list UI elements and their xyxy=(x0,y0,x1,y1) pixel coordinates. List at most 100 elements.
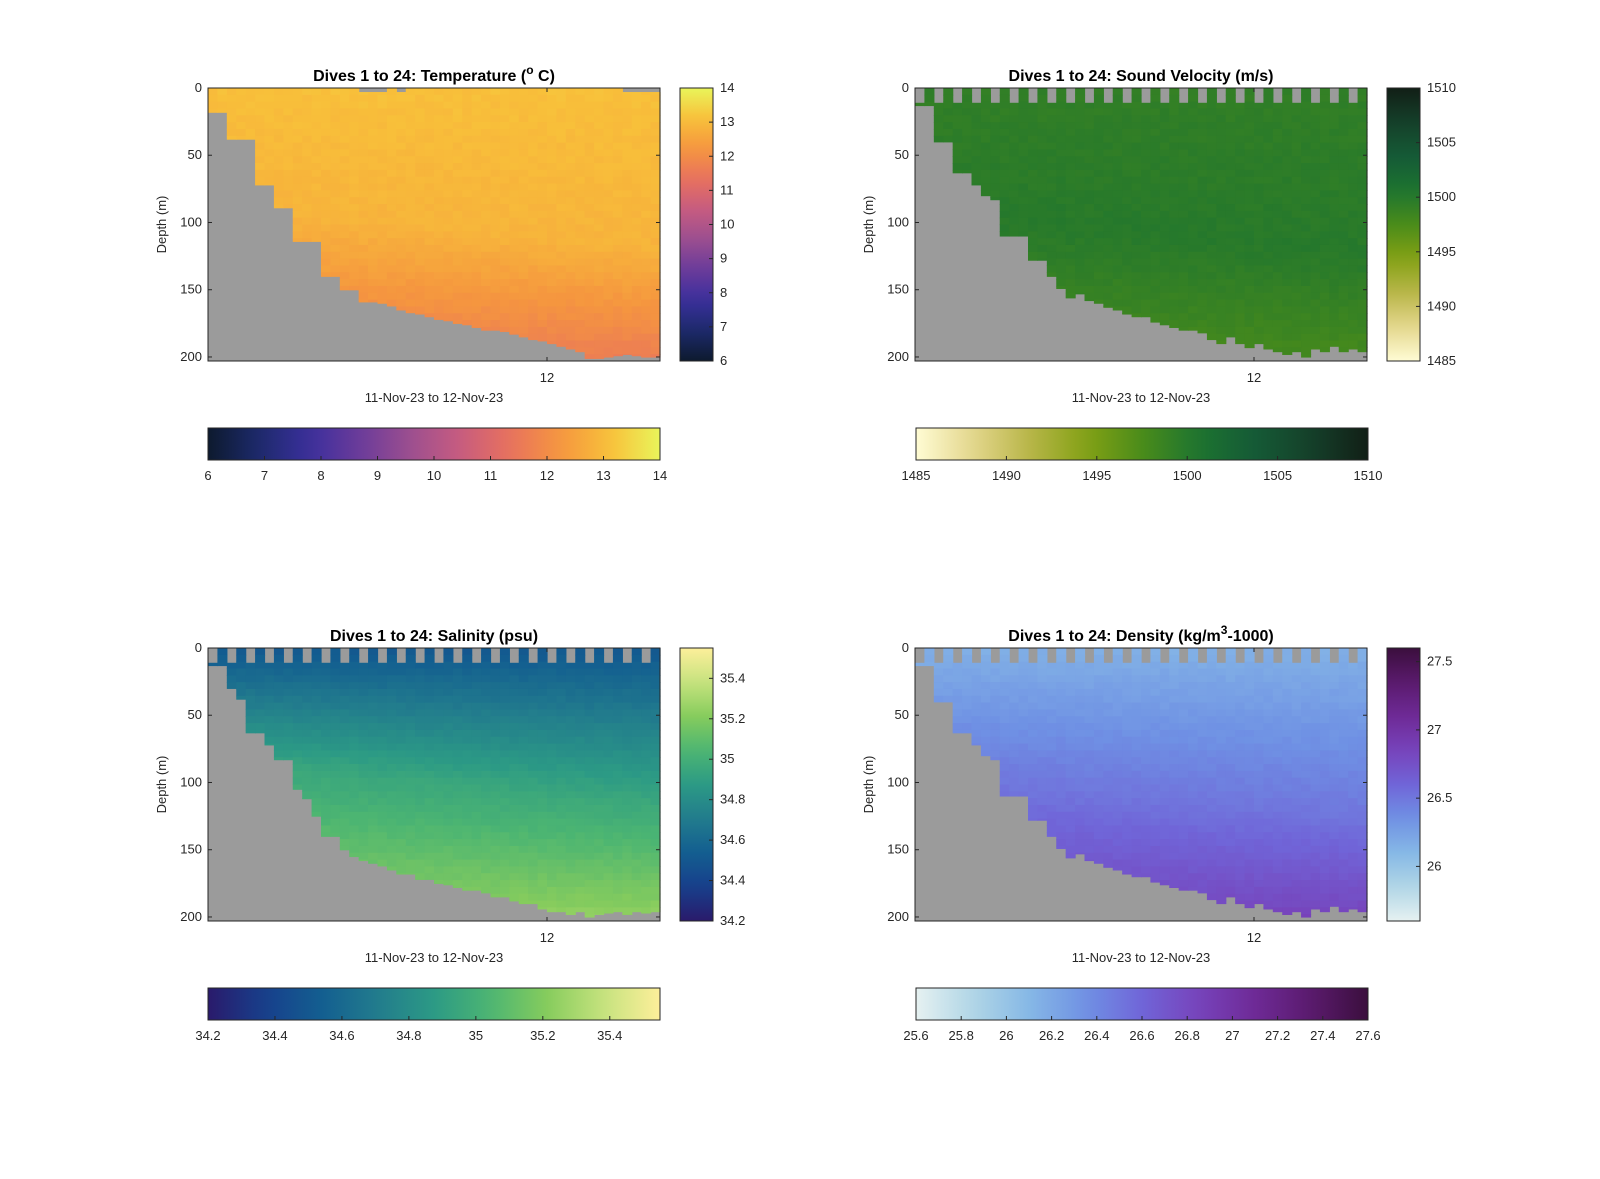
data-cell xyxy=(622,92,633,96)
data-cell xyxy=(1056,716,1067,724)
data-cell xyxy=(434,285,445,294)
data-cell xyxy=(962,149,973,157)
data-cell xyxy=(594,142,605,151)
data-cell xyxy=(622,886,633,895)
data-cell xyxy=(368,163,379,171)
data-cell xyxy=(612,702,623,711)
data-cell xyxy=(556,736,567,745)
data-cell xyxy=(612,784,623,792)
data-cell xyxy=(499,272,510,280)
data-cell xyxy=(481,149,492,157)
data-cell xyxy=(1282,299,1293,307)
data-cell xyxy=(1216,149,1227,157)
data-cell xyxy=(990,702,1001,711)
data-cell xyxy=(612,757,623,765)
y-tick-label: 100 xyxy=(180,214,202,229)
data-cell xyxy=(245,128,256,137)
data-cell xyxy=(962,702,973,711)
data-cell xyxy=(990,190,1001,198)
data-cell xyxy=(1329,163,1340,171)
data-cell xyxy=(603,122,614,130)
data-cell xyxy=(575,320,586,328)
data-cell xyxy=(1319,197,1330,205)
data-cell xyxy=(1103,128,1114,137)
data-cell xyxy=(358,662,369,670)
data-cell xyxy=(962,88,973,96)
data-cell xyxy=(1075,197,1086,205)
data-cell xyxy=(462,115,473,123)
data-cell xyxy=(1028,668,1039,676)
data-cell xyxy=(603,839,614,847)
data-cell xyxy=(1056,688,1067,697)
data-cell xyxy=(1235,210,1246,219)
data-cell xyxy=(302,101,313,110)
data-cell xyxy=(311,135,322,144)
data-cell xyxy=(575,798,586,806)
data-cell xyxy=(1263,94,1274,103)
data-cell xyxy=(443,135,454,144)
data-cell xyxy=(1188,108,1199,116)
data-cell xyxy=(1075,210,1086,219)
data-cell xyxy=(565,210,576,219)
data-cell xyxy=(518,333,529,338)
data-cell xyxy=(1103,285,1114,294)
data-cell xyxy=(471,244,482,253)
data-cell xyxy=(1037,668,1048,676)
data-cell xyxy=(405,149,416,157)
data-cell xyxy=(415,723,426,731)
data-cell xyxy=(1291,326,1302,335)
data-cell xyxy=(1075,648,1086,656)
data-cell xyxy=(1301,340,1312,348)
data-cell xyxy=(509,238,520,246)
data-cell xyxy=(1206,101,1217,110)
data-cell xyxy=(1178,135,1189,144)
data-cell xyxy=(443,811,454,820)
data-cell xyxy=(490,210,501,219)
data-cell xyxy=(377,156,388,164)
data-cell xyxy=(1254,306,1265,314)
data-cell xyxy=(1065,811,1076,820)
data-cell xyxy=(565,798,576,806)
data-cell xyxy=(631,859,642,867)
data-cell xyxy=(499,825,510,833)
data-cell xyxy=(641,101,652,110)
data-cell xyxy=(575,668,586,676)
data-cell xyxy=(556,893,567,902)
data-cell xyxy=(1254,224,1265,232)
data-cell xyxy=(1018,101,1029,110)
data-cell xyxy=(565,94,576,103)
data-cell xyxy=(1056,279,1067,287)
data-cell xyxy=(641,108,652,116)
data-cell xyxy=(273,176,284,185)
data-cell xyxy=(952,102,963,110)
data-cell xyxy=(386,149,397,157)
data-cell xyxy=(481,798,492,806)
data-cell xyxy=(1178,190,1189,198)
data-cell xyxy=(1357,204,1368,212)
data-cell xyxy=(1084,716,1095,724)
data-cell xyxy=(273,128,284,137)
data-cell xyxy=(1037,94,1048,103)
data-cell xyxy=(1178,231,1189,239)
data-cell xyxy=(1263,190,1274,198)
data-cell xyxy=(547,142,558,151)
data-cell xyxy=(612,709,623,717)
data-cell xyxy=(443,122,454,130)
data-cell xyxy=(396,729,407,738)
data-cell xyxy=(1291,279,1302,287)
data-cell xyxy=(255,135,266,144)
data-cell xyxy=(528,716,539,724)
data-cell xyxy=(292,231,303,239)
data-cell xyxy=(434,142,445,151)
data-cell xyxy=(631,839,642,847)
data-cell xyxy=(622,142,633,151)
data-cell xyxy=(603,791,614,799)
data-cell xyxy=(1329,238,1340,246)
data-cell xyxy=(509,886,520,895)
data-cell xyxy=(1169,94,1180,103)
data-cell xyxy=(490,811,501,820)
data-cell xyxy=(641,156,652,164)
data-cell xyxy=(377,128,388,137)
data-cell xyxy=(650,736,661,745)
data-cell xyxy=(575,108,586,116)
